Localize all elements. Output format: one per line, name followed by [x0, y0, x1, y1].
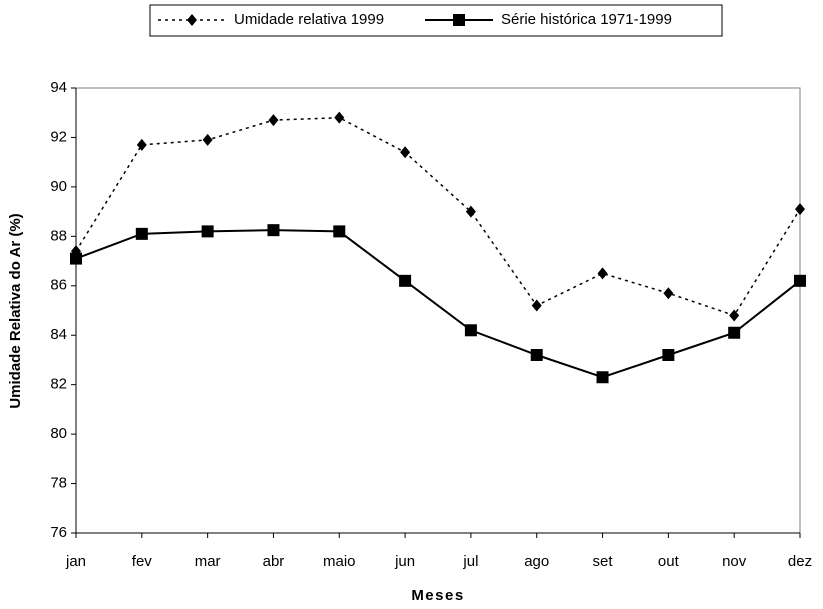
data-point — [464, 324, 477, 337]
y-tick-label: 92 — [50, 128, 67, 145]
y-tick-label: 78 — [50, 475, 67, 492]
data-point — [531, 299, 542, 312]
data-point — [530, 349, 543, 361]
data-point — [663, 287, 674, 300]
x-tick-label: fev — [132, 553, 153, 570]
data-point — [597, 267, 608, 280]
data-point — [202, 133, 213, 146]
data-point — [70, 252, 82, 265]
data-point — [399, 274, 412, 287]
data-point — [268, 114, 279, 127]
data-point — [728, 326, 741, 339]
data-point — [662, 349, 675, 361]
data-point — [729, 309, 740, 322]
legend-label: Umidade relativa 1999 — [234, 11, 384, 28]
series-line — [75, 116, 801, 317]
x-tick-label: abr — [263, 553, 285, 570]
y-tick-label: 90 — [50, 178, 67, 195]
data-point — [334, 111, 345, 124]
data-point — [136, 138, 147, 151]
x-tick-label: nov — [722, 553, 747, 570]
data-point — [267, 224, 280, 237]
x-tick-label: jan — [65, 553, 86, 570]
y-tick-label: 80 — [50, 425, 67, 442]
series-line — [75, 229, 801, 379]
data-point — [400, 146, 411, 159]
y-tick-label: 86 — [50, 277, 67, 294]
legend-marker — [187, 14, 197, 26]
data-point — [596, 371, 609, 384]
x-axis-title: Meses — [411, 587, 464, 604]
data-point — [465, 205, 476, 218]
y-tick-label: 84 — [50, 326, 67, 343]
x-tick-label: maio — [323, 553, 356, 570]
data-point — [795, 203, 805, 216]
y-tick-label: 88 — [50, 227, 67, 244]
x-tick-label: dez — [788, 553, 812, 570]
x-tick-label: mar — [195, 553, 221, 570]
x-tick-label: ago — [524, 553, 549, 570]
y-axis-title: Umidade Relativa do Ar (%) — [7, 213, 24, 408]
x-tick-label: jun — [394, 553, 415, 570]
data-point — [135, 227, 148, 240]
x-tick-label: out — [658, 553, 680, 570]
y-tick-label: 82 — [50, 376, 67, 393]
plot-area — [75, 87, 801, 534]
data-point — [201, 225, 214, 238]
data-point — [794, 274, 806, 287]
legend-label: Série histórica 1971-1999 — [501, 11, 672, 28]
y-tick-label: 94 — [50, 79, 67, 96]
x-tick-label: set — [593, 553, 614, 570]
data-point — [333, 225, 346, 238]
legend-marker — [453, 14, 465, 26]
x-tick-label: jul — [462, 553, 478, 570]
y-tick-label: 76 — [50, 524, 67, 541]
